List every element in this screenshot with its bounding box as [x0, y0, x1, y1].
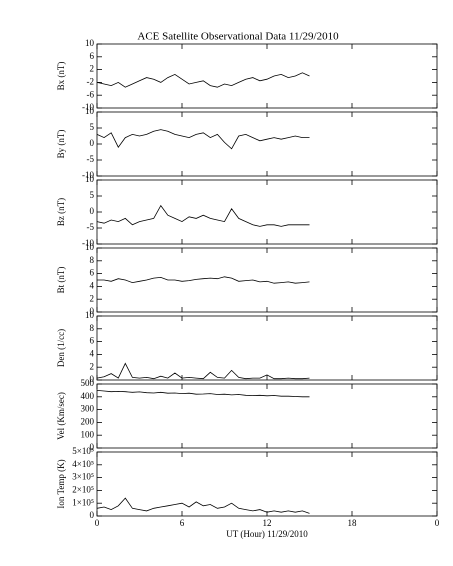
panel-frame [96, 451, 438, 517]
y-tick-label: 5×10⁵ [72, 446, 94, 456]
y-tick-label: 1×10⁵ [72, 497, 94, 507]
y-axis-label: Bx (nT) [56, 62, 66, 91]
x-tick-label: 18 [348, 518, 358, 528]
y-tick-label: 2 [90, 293, 95, 303]
y-tick-label: -10 [82, 170, 94, 180]
panel-frame [96, 315, 438, 381]
y-tick-label: 10 [85, 242, 95, 252]
y-axis-label: Vel (Km/sec) [56, 392, 66, 440]
data-line [97, 276, 310, 284]
y-tick-label: -2 [87, 76, 95, 86]
y-tick-label: 2 [90, 64, 95, 74]
data-line [96, 362, 310, 380]
x-axis-label: UT (Hour) 11/29/2010 [226, 529, 308, 539]
y-tick-label: 0 [90, 510, 95, 520]
y-tick-label: 2×10⁵ [72, 484, 94, 494]
y-axis-label: Den (1/cc) [56, 329, 66, 367]
data-line [96, 129, 310, 150]
y-tick-label: 3×10⁵ [72, 472, 94, 482]
y-tick-label: 300 [81, 404, 95, 414]
panel-frame [96, 179, 438, 245]
y-axis-label: Bz (nT) [56, 198, 66, 226]
y-tick-label: 0 [90, 138, 95, 148]
y-tick-label: 4 [90, 348, 95, 358]
y-tick-label: 8 [90, 255, 95, 265]
y-tick-label: 400 [81, 391, 95, 401]
y-axis-label: Ion Temp (K) [56, 459, 66, 508]
y-axis-label: Bt (nT) [56, 267, 66, 294]
y-tick-label: 4 [90, 280, 95, 290]
y-tick-label: 500 [81, 378, 95, 388]
y-tick-label: 4×10⁵ [72, 459, 94, 469]
y-tick-label: 10 [85, 310, 95, 320]
y-tick-label: 10 [85, 38, 95, 48]
y-axis-label: By (nT) [56, 130, 66, 159]
y-tick-label: 100 [81, 429, 95, 439]
y-tick-label: 10 [85, 106, 95, 116]
y-tick-label: -5 [87, 154, 95, 164]
y-tick-label: 200 [81, 416, 95, 426]
y-tick-label: -10 [82, 238, 94, 248]
y-tick-label: 8 [90, 323, 95, 333]
y-tick-label: 6 [90, 336, 95, 346]
data-line [96, 204, 310, 227]
data-line [96, 390, 310, 398]
y-tick-label: 0 [90, 374, 95, 384]
data-line [96, 497, 310, 514]
y-tick-label: 0 [90, 442, 95, 452]
y-tick-label: -5 [87, 222, 95, 232]
y-tick-label: 2 [90, 361, 95, 371]
y-tick-label: 5 [90, 122, 95, 132]
x-tick-label: 12 [263, 518, 272, 528]
y-tick-label: 0 [90, 306, 95, 316]
panel-frame [96, 43, 438, 109]
x-tick-label: 0 [435, 518, 440, 528]
data-line [96, 72, 310, 88]
y-tick-label: 6 [90, 268, 95, 278]
y-tick-label: 6 [90, 51, 95, 61]
panel-frame [96, 111, 438, 177]
x-tick-label: 6 [180, 518, 185, 528]
y-tick-label: 10 [85, 174, 95, 184]
y-tick-label: 5 [90, 190, 95, 200]
x-tick-label: 0 [95, 518, 100, 528]
chart-title: ACE Satellite Observational Data 11/29/2… [137, 31, 339, 43]
y-tick-label: 0 [90, 206, 95, 216]
panel-frame [96, 383, 438, 449]
y-tick-label: -10 [82, 102, 94, 112]
y-tick-label: -6 [87, 89, 95, 99]
